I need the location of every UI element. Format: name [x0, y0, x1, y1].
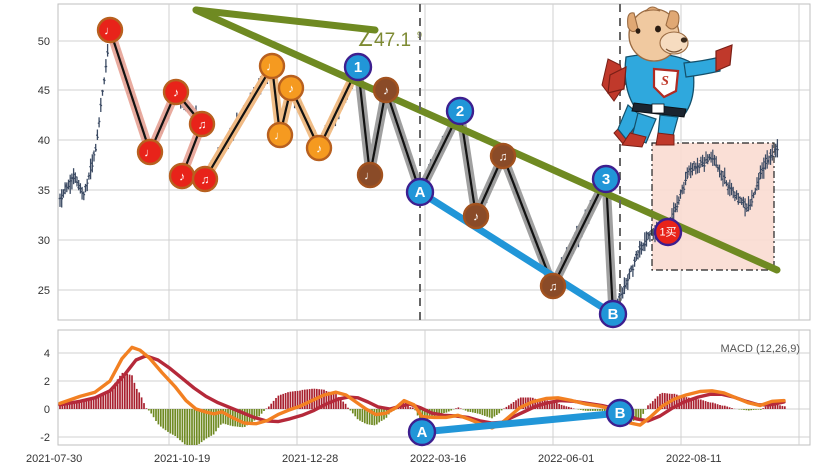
- svg-text:♪: ♪: [179, 170, 185, 184]
- wave-note-marker-red-1[interactable]: ♩: [136, 138, 164, 166]
- svg-text:♪: ♪: [473, 210, 479, 224]
- svg-text:S: S: [661, 74, 669, 89]
- price-ytick-50: 50: [38, 36, 50, 48]
- wave-note-marker-red-3[interactable]: ♫: [188, 110, 216, 138]
- svg-text:B: B: [608, 306, 619, 323]
- ab-trendline-price: [416, 188, 617, 318]
- wave-note-marker-red-5[interactable]: ♫: [191, 165, 219, 193]
- wave-note-marker-orange-3[interactable]: ♪: [305, 134, 333, 162]
- svg-text:♩: ♩: [104, 24, 116, 38]
- xtick-5: 2022-08-11: [666, 453, 721, 465]
- macd-indicator-label: MACD (12,26,9): [721, 343, 800, 355]
- superhero-dog-mascot: S: [601, 6, 733, 148]
- svg-text:♫: ♫: [549, 280, 558, 294]
- macd-ytick-2: 2: [44, 376, 50, 388]
- svg-text:♪: ♪: [383, 84, 389, 98]
- wave-label-marker-3[interactable]: 3: [591, 164, 621, 194]
- wave-note-marker-brown-1[interactable]: ♩: [356, 161, 384, 189]
- macd-marker-layer: AB: [407, 398, 635, 447]
- svg-text:1买: 1买: [659, 226, 676, 239]
- price-y-axis: 50 45 40 35 30 25: [38, 36, 50, 297]
- svg-text:♩: ♩: [144, 146, 156, 160]
- svg-text:A: A: [417, 424, 428, 441]
- svg-text:♪: ♪: [288, 82, 294, 96]
- svg-text:♩: ♩: [266, 60, 278, 74]
- wave-note-marker-orange-1[interactable]: ♪: [277, 74, 305, 102]
- wave-label-marker-A[interactable]: A: [405, 177, 435, 207]
- wave-label-marker-1[interactable]: 1: [343, 52, 373, 82]
- xtick-1: 2021-10-19: [154, 453, 210, 465]
- svg-text:3: 3: [602, 171, 610, 188]
- price-ytick-45: 45: [38, 85, 50, 97]
- xtick-4: 2022-06-01: [538, 453, 594, 465]
- angle-annotation-text: ∠47.1: [357, 30, 411, 51]
- svg-text:♪: ♪: [173, 86, 179, 100]
- trendline-horizontal: [192, 6, 379, 34]
- ab-trendline-macd: [418, 409, 624, 436]
- macd-ytick-4: 4: [44, 348, 50, 360]
- svg-text:♩: ♩: [274, 129, 286, 143]
- highlight-box: [651, 142, 775, 271]
- macd-y-axis: 4 2 0 -2: [40, 348, 50, 444]
- svg-text:♩: ♩: [364, 169, 376, 183]
- price-ytick-35: 35: [38, 185, 50, 197]
- wave-label-marker-2[interactable]: 2: [445, 96, 475, 126]
- svg-text:♫: ♫: [499, 150, 508, 164]
- macd-label-marker-B[interactable]: B: [605, 398, 635, 428]
- xtick-3: 2022-03-16: [410, 453, 466, 465]
- svg-text:♪: ♪: [316, 142, 322, 156]
- macd-series: [58, 345, 786, 445]
- price-ytick-30: 30: [38, 235, 50, 247]
- wave-note-marker-orange-2[interactable]: ♩: [266, 121, 294, 149]
- svg-text:A: A: [415, 184, 426, 201]
- buy-signal-marker[interactable]: 1买: [653, 217, 683, 247]
- svg-text:1: 1: [354, 59, 362, 76]
- wave-note-marker-brown-4[interactable]: ♫: [539, 272, 567, 300]
- wave-label-marker-B[interactable]: B: [598, 299, 628, 329]
- wave-marker-layer: ♩ ♩ ♪ ♫ ♪ ♫ ♩ ♪ ♩ ♪ ♪ ♩ ♫ ♪ ♫ 1 2 3 A B 1买: [96, 16, 683, 329]
- macd-ytick-neg2: -2: [40, 432, 50, 444]
- wave-note-marker-brown-2[interactable]: ♫: [489, 142, 517, 170]
- wave-note-marker-red-0[interactable]: ♩: [96, 16, 124, 44]
- wave-note-marker-orange-0[interactable]: ♩: [258, 52, 286, 80]
- svg-text:♫: ♫: [198, 118, 207, 132]
- macd-dea-line: [58, 354, 786, 425]
- xtick-2: 2021-12-28: [282, 453, 338, 465]
- macd-dif-line: [58, 345, 786, 430]
- macd-ytick-0: 0: [44, 404, 50, 416]
- wave-note-marker-brown-0[interactable]: ♪: [372, 76, 400, 104]
- wave-note-marker-red-2[interactable]: ♪: [162, 78, 190, 106]
- macd-label-marker-A[interactable]: A: [407, 417, 437, 447]
- price-ytick-25: 25: [38, 285, 50, 297]
- wave-note-marker-brown-3[interactable]: ♪: [462, 202, 490, 230]
- price-ytick-40: 40: [38, 135, 50, 147]
- svg-text:2: 2: [456, 103, 464, 120]
- svg-text:♫: ♫: [201, 173, 210, 187]
- x-axis: 2021-07-30 2021-10-19 2021-12-28 2022-03…: [26, 453, 721, 465]
- svg-text:B: B: [615, 405, 626, 422]
- xtick-0: 2021-07-30: [26, 453, 82, 465]
- wave-note-marker-red-4[interactable]: ♪: [168, 162, 196, 190]
